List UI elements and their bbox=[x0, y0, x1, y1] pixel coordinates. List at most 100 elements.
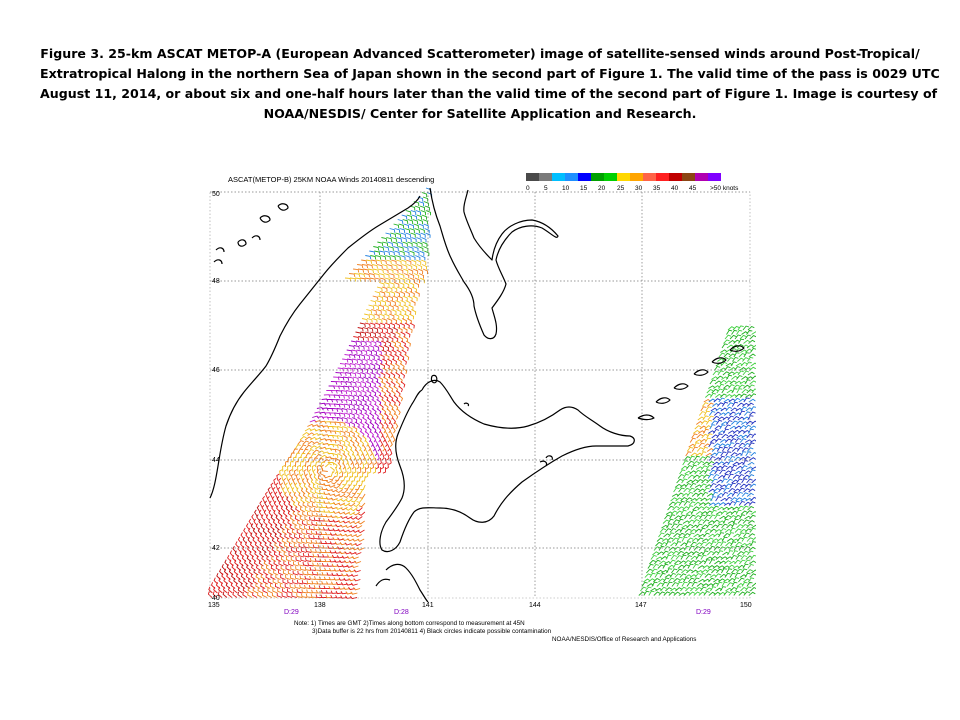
wind-barb bbox=[718, 455, 726, 461]
wind-barb bbox=[380, 300, 387, 306]
wind-barb bbox=[270, 565, 276, 571]
wind-barb bbox=[714, 365, 721, 371]
latitude-labels: 50 48 46 44 42 40 bbox=[212, 191, 220, 602]
wind-barb bbox=[709, 392, 717, 398]
wind-barb bbox=[318, 526, 325, 531]
wind-barb bbox=[748, 457, 756, 461]
wind-barb bbox=[327, 536, 335, 540]
wind-barb bbox=[343, 466, 347, 474]
wind-barb bbox=[312, 468, 316, 477]
wind-barb bbox=[389, 228, 396, 233]
wind-barb bbox=[393, 282, 400, 288]
wind-barb bbox=[377, 435, 381, 443]
wind-barb bbox=[366, 318, 373, 323]
wind-barb bbox=[221, 573, 226, 580]
wind-barb bbox=[237, 546, 242, 553]
legend-swatch bbox=[682, 173, 695, 181]
wind-barb bbox=[718, 487, 725, 493]
lat-label: 48 bbox=[212, 278, 220, 285]
wind-barb bbox=[736, 568, 743, 574]
wind-barb bbox=[646, 568, 653, 574]
wind-barb bbox=[208, 591, 213, 598]
wind-barb bbox=[694, 528, 702, 533]
wind-barb bbox=[297, 520, 303, 526]
wind-barb bbox=[738, 545, 745, 551]
wind-barb bbox=[685, 586, 692, 592]
wind-barb bbox=[368, 394, 374, 401]
wind-barb bbox=[743, 397, 750, 403]
wind-barb bbox=[668, 577, 675, 583]
wind-barb bbox=[245, 582, 251, 589]
wind-barb bbox=[737, 564, 745, 569]
wind-barb bbox=[305, 487, 311, 495]
wind-barb bbox=[297, 511, 303, 517]
wind-barb bbox=[369, 403, 375, 410]
wind-barb bbox=[413, 223, 419, 229]
wind-barb bbox=[272, 578, 278, 585]
wind-barb bbox=[319, 567, 326, 571]
wind-barb bbox=[344, 412, 351, 418]
wind-barb bbox=[678, 578, 685, 583]
wind-barb bbox=[259, 500, 263, 508]
wind-barb bbox=[401, 259, 407, 265]
wind-barb bbox=[726, 329, 733, 335]
wind-barb bbox=[309, 461, 315, 468]
wind-barb bbox=[726, 374, 733, 380]
wind-barb bbox=[266, 505, 271, 513]
wind-barb bbox=[682, 506, 690, 511]
wind-barb bbox=[357, 489, 364, 495]
wind-barb bbox=[732, 550, 738, 556]
wind-barb bbox=[691, 537, 699, 542]
wind-barb bbox=[361, 259, 368, 264]
wind-barb bbox=[322, 459, 330, 463]
wind-barb bbox=[748, 577, 755, 583]
wind-barb bbox=[746, 344, 754, 349]
wind-barb bbox=[340, 372, 347, 377]
wind-barb bbox=[384, 250, 390, 256]
wind-barb bbox=[647, 563, 654, 569]
wind-barb bbox=[408, 223, 415, 229]
wind-barb bbox=[695, 542, 703, 547]
wind-barb bbox=[411, 214, 418, 220]
wind-barb bbox=[404, 322, 410, 329]
wind-barb bbox=[334, 550, 342, 554]
wind-barb bbox=[742, 505, 749, 511]
wind-barb bbox=[689, 482, 697, 488]
wind-barb bbox=[275, 482, 279, 490]
wind-barb bbox=[694, 469, 702, 475]
wind-barb bbox=[698, 591, 706, 596]
wind-barb bbox=[354, 448, 359, 456]
wind-barb bbox=[373, 457, 378, 465]
wind-barb bbox=[319, 549, 327, 553]
wind-barb bbox=[381, 390, 387, 397]
wind-barb bbox=[279, 583, 286, 589]
wind-barb bbox=[689, 560, 696, 565]
wind-barb bbox=[674, 483, 682, 488]
wind-barb bbox=[304, 584, 311, 589]
wind-barb bbox=[712, 505, 719, 511]
wind-barb bbox=[356, 340, 362, 346]
wind-barb bbox=[425, 232, 431, 238]
wind-barb bbox=[382, 268, 389, 274]
wind-barb bbox=[305, 593, 313, 598]
wind-barb bbox=[354, 403, 360, 409]
wind-barb bbox=[703, 398, 711, 403]
wind-barb bbox=[232, 545, 237, 553]
wind-barb bbox=[351, 462, 355, 470]
wind-barb bbox=[733, 577, 740, 583]
wind-barb bbox=[377, 241, 384, 247]
time-label: D:28 bbox=[394, 609, 409, 616]
wind-barb bbox=[741, 581, 748, 587]
wind-barb bbox=[265, 514, 271, 522]
wind-barb bbox=[743, 546, 751, 551]
wind-barb bbox=[706, 433, 713, 439]
wind-barb bbox=[740, 451, 747, 457]
wind-barb bbox=[285, 473, 290, 481]
wind-barb bbox=[287, 478, 291, 486]
wind-barb bbox=[292, 570, 299, 576]
wind-barb bbox=[355, 372, 362, 377]
wind-barb bbox=[378, 336, 384, 342]
wind-barb bbox=[305, 497, 311, 504]
wind-barb bbox=[690, 555, 698, 560]
wind-barb bbox=[727, 550, 734, 556]
